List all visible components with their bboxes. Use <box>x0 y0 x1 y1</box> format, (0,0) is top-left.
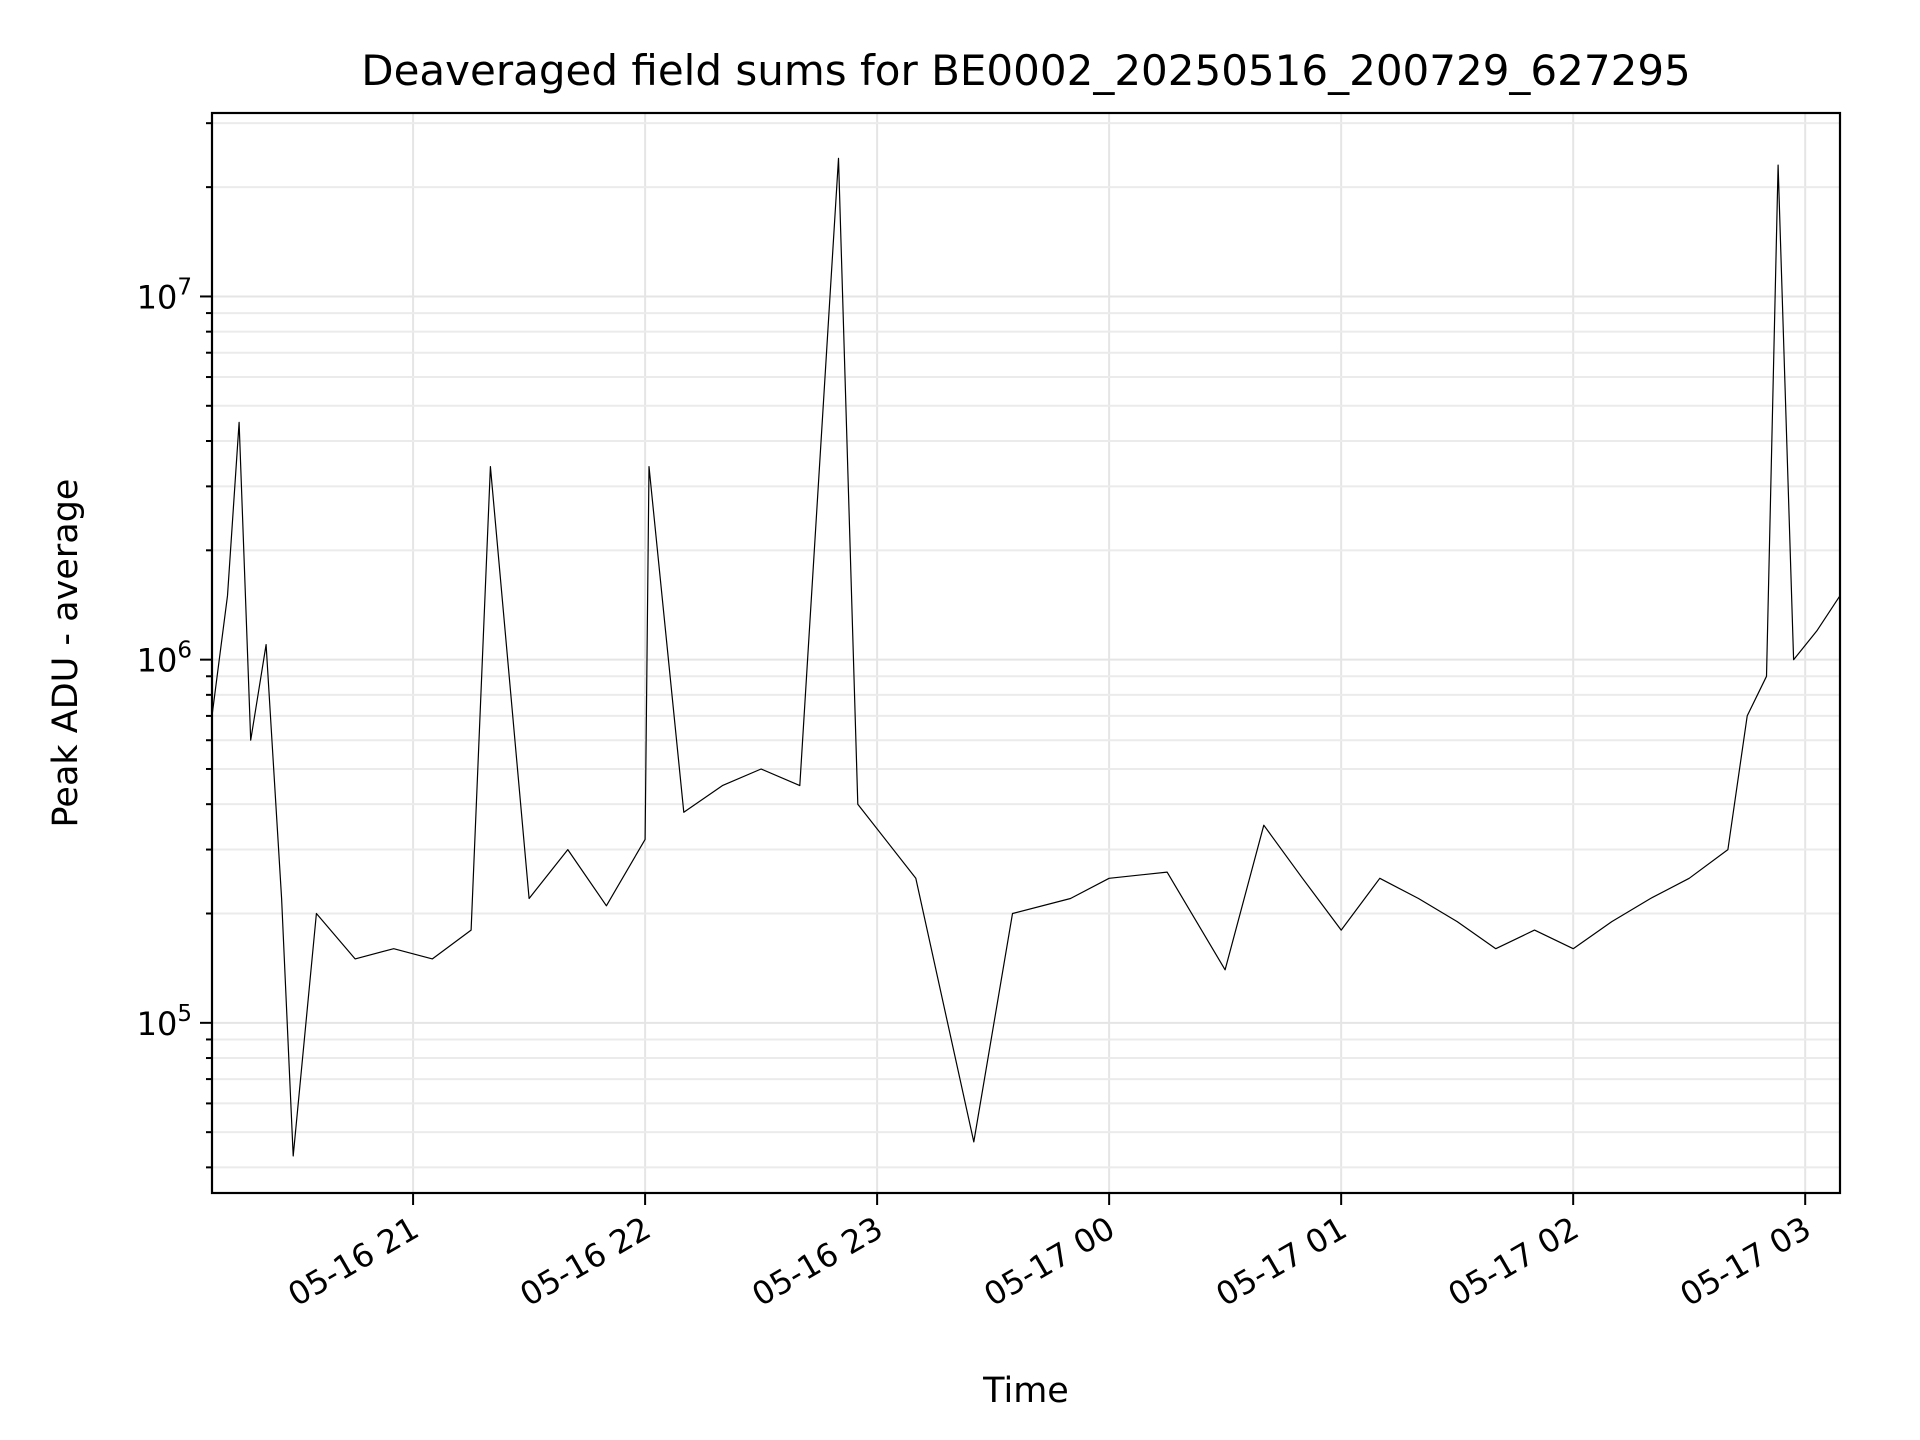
y-axis: 105 106 107 <box>137 122 212 1169</box>
x-tick-label: 05-17 02 <box>1442 1209 1586 1314</box>
y-tick-label: 107 <box>137 274 192 316</box>
x-tick-label: 05-16 21 <box>281 1209 425 1314</box>
series-layer <box>211 157 1841 1157</box>
x-tick-label: 05-17 01 <box>1210 1209 1354 1314</box>
y-axis-label: Peak ADU - average <box>46 479 86 828</box>
x-tick-label: 05-17 03 <box>1674 1209 1818 1314</box>
x-tick-label: 05-16 22 <box>514 1209 658 1314</box>
x-tick-label: 05-16 23 <box>746 1209 890 1314</box>
chart-title: Deaveraged field sums for BE0002_2025051… <box>361 46 1691 95</box>
x-tick-label: 05-17 00 <box>978 1209 1122 1314</box>
x-axis-label: Time <box>982 1371 1069 1411</box>
grid <box>212 113 1840 1193</box>
plot-frame <box>210 111 1842 1195</box>
y-tick-label: 106 <box>137 638 192 680</box>
series-line <box>211 157 1841 1157</box>
y-tick-label: 105 <box>137 1001 192 1043</box>
x-axis: 05-16 21 05-16 22 05-16 23 05-17 00 05-17 01… <box>281 1193 1817 1314</box>
